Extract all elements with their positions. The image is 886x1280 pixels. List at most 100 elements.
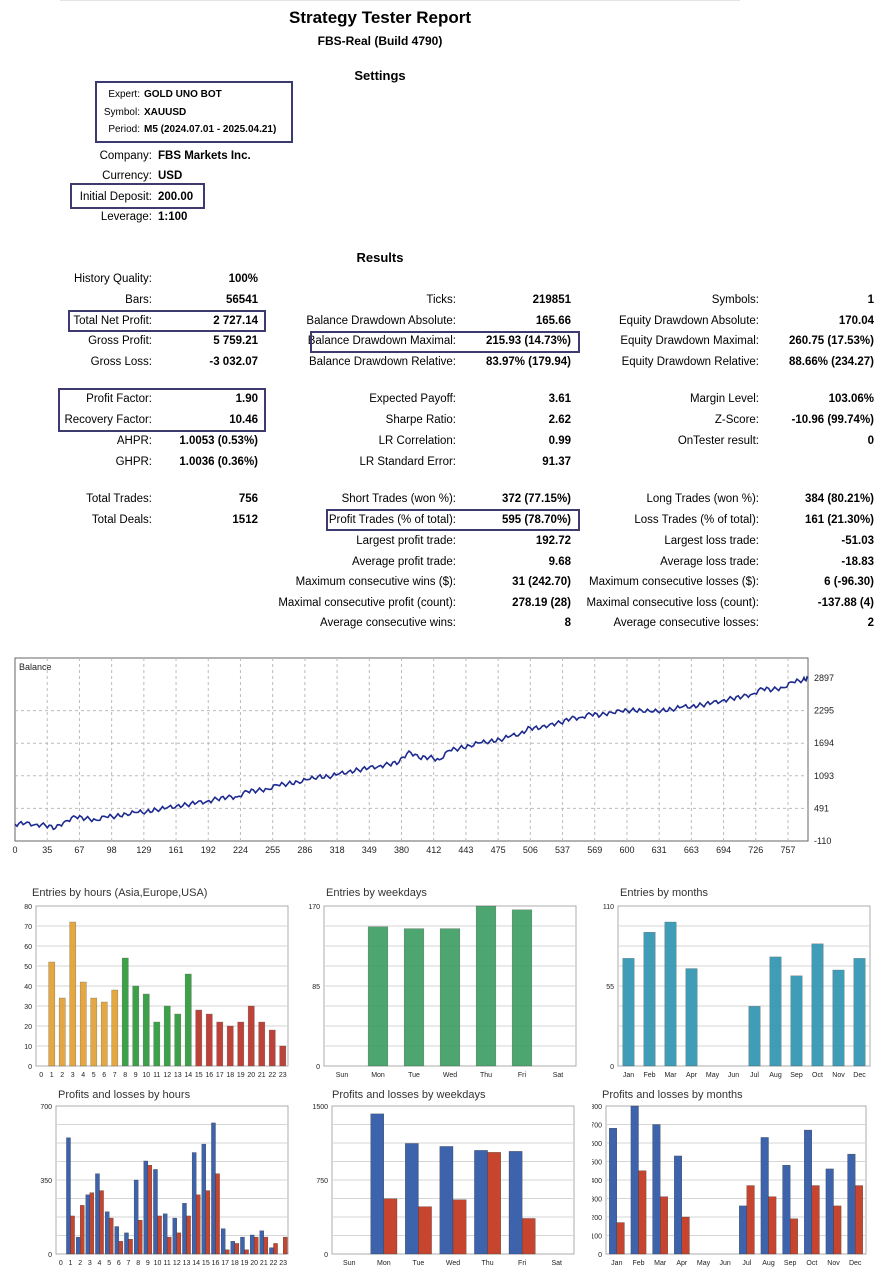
chart-category-label: Mon [371,1072,385,1079]
chart-y-tick: 0 [316,1064,320,1071]
results-col3-value-5: -10.96 (99.74%) [791,414,874,426]
chart-bar [660,1196,668,1255]
balance-x-tick: 757 [780,845,795,855]
chart-category-label: 7 [127,1260,131,1267]
chart-category-label: Oct [806,1260,817,1267]
chart-bar [405,1143,419,1255]
results-col2-label-7: LR Standard Error: [359,456,456,468]
settings-row-label-5: Initial Deposit: [79,191,152,203]
chart-bar [186,1215,191,1255]
chart-bar [511,909,533,1067]
chart-category-label: Thu [480,1072,492,1079]
settings-row-value-6: 1:100 [158,211,188,223]
entries-by-months-svg: Entries by months 110 55 0 Jan Feb Mar Apr May Ju… [603,887,871,1079]
chart-category-label: 2 [60,1072,64,1079]
profits-losses-by-hours-chart: Profits and losses by hours 700 350 0 0 1 2 3 4 5… [10,1086,294,1276]
results-col3-label-12: Maximal consecutive loss (count): [586,597,759,609]
profits-losses-by-weekdays-chart: Profits and losses by weekdays 1500 750 0 Su… [298,1086,582,1276]
chart-bar [244,1249,249,1255]
chart-bar [111,989,119,1067]
chart-bar [230,1241,235,1255]
chart-bar [475,905,497,1067]
results-col2-value-2: 215.93 (14.73%) [485,335,571,347]
results-col3-label-4: Margin Level: [689,393,759,405]
balance-x-tick: 412 [426,845,441,855]
settings-heading: Settings [354,68,406,83]
chart-bar [226,1025,234,1067]
chart-y-tick: 0 [324,1252,328,1259]
chart-category-label: Feb [643,1072,655,1079]
chart-y-tick: 170 [308,904,320,911]
chart-y-tick: 0 [598,1252,602,1259]
chart-bar [95,1173,100,1255]
results-col2-label-14: Average consecutive wins: [320,617,456,629]
chart-category-label: Apr [686,1072,698,1079]
chart-y-tick: 700 [592,1123,602,1130]
chart-category-label: Dec [849,1260,862,1267]
chart-bar [109,1217,114,1255]
chart-bar [163,1005,171,1067]
entries-by-weekdays-chart: Entries by weekdays 170 85 0 Sun Mon Tue Wed Thu… [298,884,580,1084]
chart-category-label: 5 [107,1260,111,1267]
results-col1-label-10: Total Deals: [91,514,152,526]
chart-bar [418,1206,432,1255]
chart-y-tick: 60 [24,944,32,951]
chart-category-label: 22 [270,1260,278,1267]
chart-category-label: 11 [164,1260,171,1267]
chart-bar [782,1165,791,1255]
balance-x-tick: 506 [523,845,538,855]
chart-category-label: 18 [226,1072,234,1079]
chart-y-tick: 750 [316,1178,328,1185]
results-col3-label-9: Largest loss trade: [664,535,759,547]
chart-bar [685,968,698,1067]
chart-bar [99,1190,104,1255]
results-col3-value-4: 103.06% [828,393,874,405]
results-col1-value-0: 100% [228,273,258,285]
settings-row-value-5: 200.00 [158,191,194,203]
chart-category-label: Aug [762,1260,775,1267]
results-col2-label-1: Balance Drawdown Absolute: [306,315,456,327]
chart-bar [133,1179,139,1255]
results-col1-value-4: -3 032.07 [209,356,258,368]
chart-category-label: 15 [202,1260,210,1267]
chart-bar [142,993,150,1067]
chart-bar [681,1216,690,1255]
chart-category-label: 4 [81,1072,85,1079]
chart-y-tick: 0 [610,1064,614,1071]
balance-x-tick: 663 [684,845,699,855]
chart-bar [100,1001,108,1067]
chart-category-label: Dec [853,1072,866,1079]
chart-bar [487,1152,501,1255]
results-col2-value-6: 0.99 [548,435,571,447]
balance-x-tick: 192 [201,845,216,855]
chart-bar [847,1153,856,1255]
results-col3-label-5: Z-Score: [714,414,759,426]
settings-row-value-4: USD [158,170,183,182]
chart-bar [403,928,425,1067]
entries-by-weekdays-svg: Entries by weekdays 170 85 0 Sun Mon Tue Wed Thu… [308,887,577,1079]
chart-category-label: 5 [92,1072,96,1079]
results-col2-label-12: Maximum consecutive wins ($): [295,576,456,588]
chart-bar [832,969,845,1067]
chart-bar [853,958,866,1067]
results-col2-label-8: Short Trades (won %): [341,493,456,505]
results-col1-label-2: Total Net Profit: [73,315,152,327]
results-col2-label-2: Balance Drawdown Maximal: [307,335,456,347]
balance-plot-frame [14,657,809,842]
chart-bar [184,973,192,1067]
chart-category-label: 12 [163,1072,171,1079]
chart-title: Profits and losses by weekdays [332,1089,486,1101]
balance-chart: Balance 2897 2295 1694 1093 491 -110 0 35 67 98 129… [10,656,880,860]
entries-by-months-chart: Entries by months 110 55 0 Jan Feb Mar Apr May Ju… [592,884,874,1084]
chart-y-tick: 20 [24,1024,32,1031]
chart-bar [367,926,389,1067]
results-col1-label-7: AHPR: [116,435,152,447]
chart-bar [196,1194,201,1255]
chart-category-label: 11 [153,1072,160,1079]
chart-category-label: 19 [241,1260,249,1267]
chart-y-tick: 30 [24,1004,32,1011]
chart-category-label: 23 [279,1072,287,1079]
chart-bar [121,957,129,1067]
chart-y-tick: 1500 [312,1104,328,1111]
